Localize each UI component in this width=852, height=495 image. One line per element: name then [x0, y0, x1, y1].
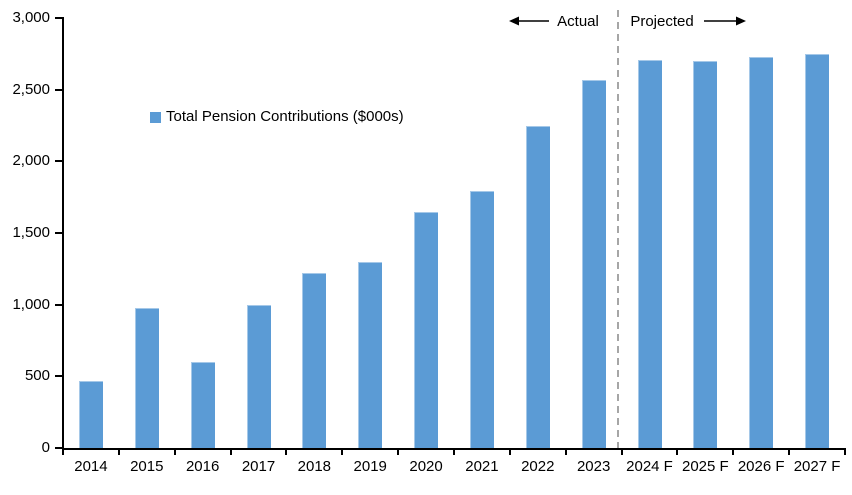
- x-tick: [341, 450, 344, 455]
- x-axis-line: [62, 448, 846, 450]
- bar-2024 F: [637, 59, 662, 448]
- legend-swatch-icon: [150, 111, 161, 123]
- y-tick: [55, 88, 63, 91]
- x-tick-label-2015: 2015: [130, 458, 164, 475]
- y-tick-label: 1,500: [12, 224, 50, 241]
- x-tick-label-2021: 2021: [465, 458, 499, 475]
- bar-2019: [358, 261, 383, 448]
- x-tick-label-2025 F: 2025 F: [681, 458, 729, 475]
- y-tick-label: 2,000: [12, 152, 50, 170]
- bar-2018: [302, 273, 327, 448]
- y-tick-label: 1,000: [12, 295, 50, 313]
- bar-2023: [581, 79, 606, 448]
- y-tick: [55, 447, 63, 449]
- bar-2021: [469, 191, 494, 448]
- x-tick-label-2023: 2023: [576, 458, 611, 475]
- bar-2022: [525, 125, 550, 448]
- y-tick: [55, 303, 63, 306]
- x-tick-label-2017: 2017: [241, 458, 276, 475]
- y-axis-line: [62, 17, 64, 450]
- x-tick-label-2022: 2022: [521, 458, 555, 475]
- bar-2017: [246, 304, 271, 448]
- x-tick: [397, 450, 400, 455]
- bar-2015: [134, 307, 159, 448]
- bar-2026 F: [749, 56, 774, 448]
- x-tick: [453, 450, 455, 455]
- bar-2016: [190, 362, 215, 448]
- x-tick: [285, 450, 288, 455]
- x-tick-label-2024 F: 2024 F: [626, 458, 673, 475]
- x-tick-label-2018: 2018: [297, 458, 332, 475]
- y-tick: [55, 17, 63, 19]
- y-tick: [55, 375, 63, 378]
- x-tick: [229, 450, 232, 455]
- y-tick-label: 3,000: [12, 9, 50, 26]
- left-arrow-icon: [509, 16, 549, 26]
- y-tick-label: 500: [24, 367, 50, 385]
- y-tick-label: 2,500: [12, 80, 50, 98]
- bar-2020: [414, 211, 439, 448]
- legend: Total Pension Contributions ($000s): [150, 108, 404, 126]
- x-tick-label-2027 F: 2027 F: [793, 458, 841, 475]
- bar-2014: [78, 380, 103, 448]
- x-tick-label-2014: 2014: [74, 458, 108, 475]
- x-tick-label-2020: 2020: [409, 458, 443, 475]
- x-tick: [508, 450, 511, 455]
- x-tick-label-2016: 2016: [185, 458, 220, 475]
- y-tick: [55, 232, 63, 234]
- x-tick: [117, 450, 120, 455]
- actual-label: Actual: [557, 13, 599, 30]
- x-tick: [62, 450, 64, 455]
- x-tick: [173, 450, 176, 455]
- x-tick: [844, 450, 846, 455]
- y-tick-label: 0: [41, 439, 50, 456]
- x-tick: [620, 450, 623, 455]
- projected-label: Projected: [630, 13, 694, 30]
- x-tick: [732, 450, 735, 455]
- x-tick: [676, 450, 679, 455]
- bar-2027 F: [805, 53, 830, 448]
- bar-2025 F: [693, 61, 718, 448]
- x-tick-label-2026 F: 2026 F: [737, 458, 785, 475]
- right-arrow-icon: [704, 16, 746, 26]
- x-tick: [788, 450, 791, 455]
- actual-projected-divider: [617, 10, 619, 448]
- y-tick: [55, 160, 63, 163]
- legend-label: Total Pension Contributions ($000s): [166, 108, 404, 125]
- x-tick-label-2019: 2019: [353, 458, 387, 475]
- x-tick: [564, 450, 567, 455]
